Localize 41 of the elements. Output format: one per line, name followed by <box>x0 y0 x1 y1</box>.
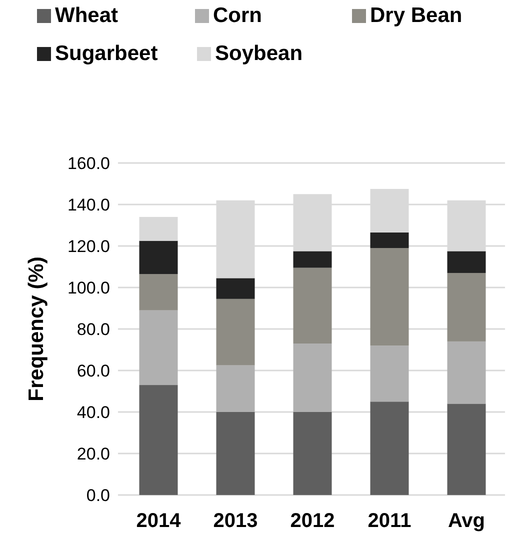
legend-label: Wheat <box>55 4 118 27</box>
bar <box>139 240 178 274</box>
y-tick-label: 20.0 <box>76 444 110 464</box>
y-axis-title: Frequency (%) <box>25 256 48 402</box>
bar <box>447 404 486 495</box>
bar <box>293 251 332 268</box>
bar <box>139 274 178 310</box>
y-tick-label: 80.0 <box>76 320 110 339</box>
bar <box>139 310 178 386</box>
y-tick-label: 140.0 <box>67 195 110 214</box>
x-tick-label: 2014 <box>136 510 182 532</box>
bar <box>293 268 332 344</box>
y-tick-label: 100.0 <box>67 278 110 298</box>
bar <box>293 344 332 412</box>
bar <box>216 278 255 299</box>
y-tick-label: 60.0 <box>76 361 110 380</box>
bar <box>139 385 178 495</box>
bar <box>139 216 178 241</box>
x-tick-label: 2013 <box>213 510 258 532</box>
x-tick-label: Avg <box>448 510 486 532</box>
bar <box>370 248 409 346</box>
legend-label: Corn <box>213 4 262 27</box>
legend-label: Sugarbeet <box>55 42 158 65</box>
legend-label: Soybean <box>215 42 303 65</box>
x-tick-label: 2012 <box>290 510 335 532</box>
y-tick-label: 160.0 <box>67 154 110 173</box>
bar <box>293 412 332 495</box>
bar <box>447 272 486 342</box>
bar <box>216 412 255 495</box>
bar <box>216 298 255 366</box>
bar <box>447 251 486 273</box>
bar <box>216 365 255 412</box>
bar <box>370 402 409 495</box>
y-tick-label: 120.0 <box>67 236 110 256</box>
x-tick-label: 2011 <box>368 510 412 532</box>
y-tick-label: 40.0 <box>76 402 110 422</box>
bar <box>447 341 486 404</box>
bar <box>370 346 409 402</box>
bar <box>370 232 409 248</box>
legend-label: Dry Bean <box>370 4 462 27</box>
y-tick-label: 0.0 <box>86 486 110 505</box>
